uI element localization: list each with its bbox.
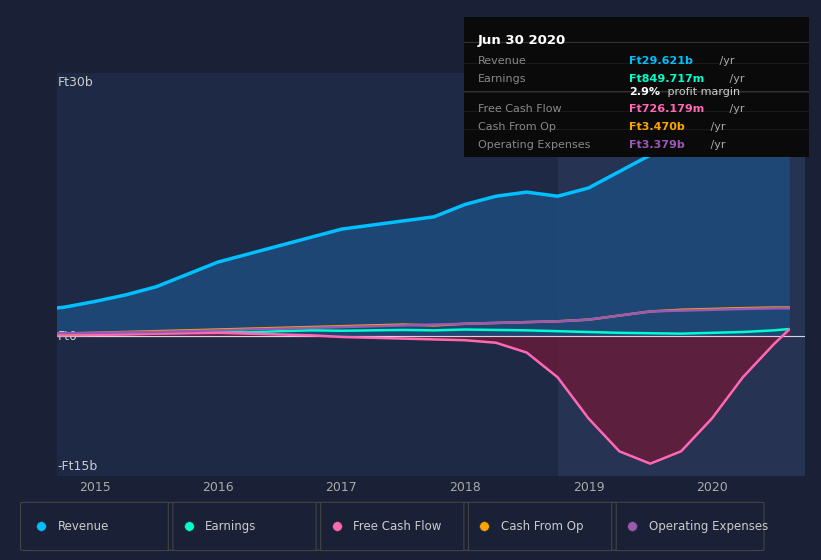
Text: Earnings: Earnings: [478, 74, 526, 84]
Text: Operating Expenses: Operating Expenses: [478, 140, 590, 150]
Text: Earnings: Earnings: [205, 520, 257, 533]
Text: /yr: /yr: [707, 140, 725, 150]
Text: Revenue: Revenue: [478, 56, 526, 66]
Text: Ft3.470b: Ft3.470b: [630, 122, 686, 132]
Text: Ft29.621b: Ft29.621b: [630, 56, 693, 66]
Text: Ft0: Ft0: [57, 330, 77, 343]
Text: Cash From Op: Cash From Op: [501, 520, 583, 533]
Text: profit margin: profit margin: [664, 87, 740, 97]
Text: /yr: /yr: [726, 74, 745, 84]
Text: Revenue: Revenue: [57, 520, 109, 533]
Text: Free Cash Flow: Free Cash Flow: [478, 104, 562, 114]
Text: Cash From Op: Cash From Op: [478, 122, 556, 132]
Text: Ft3.379b: Ft3.379b: [630, 140, 686, 150]
Text: Ft849.717m: Ft849.717m: [630, 74, 704, 84]
Text: Ft726.179m: Ft726.179m: [630, 104, 704, 114]
Text: /yr: /yr: [716, 56, 735, 66]
Text: /yr: /yr: [707, 122, 725, 132]
Text: Operating Expenses: Operating Expenses: [649, 520, 768, 533]
Text: /yr: /yr: [726, 104, 745, 114]
Text: Jun 30 2020: Jun 30 2020: [478, 34, 566, 46]
Text: -Ft15b: -Ft15b: [57, 460, 98, 473]
Bar: [557, 73, 805, 476]
Text: 2.9%: 2.9%: [630, 87, 660, 97]
Text: Free Cash Flow: Free Cash Flow: [353, 520, 442, 533]
Text: Ft30b: Ft30b: [57, 76, 94, 89]
